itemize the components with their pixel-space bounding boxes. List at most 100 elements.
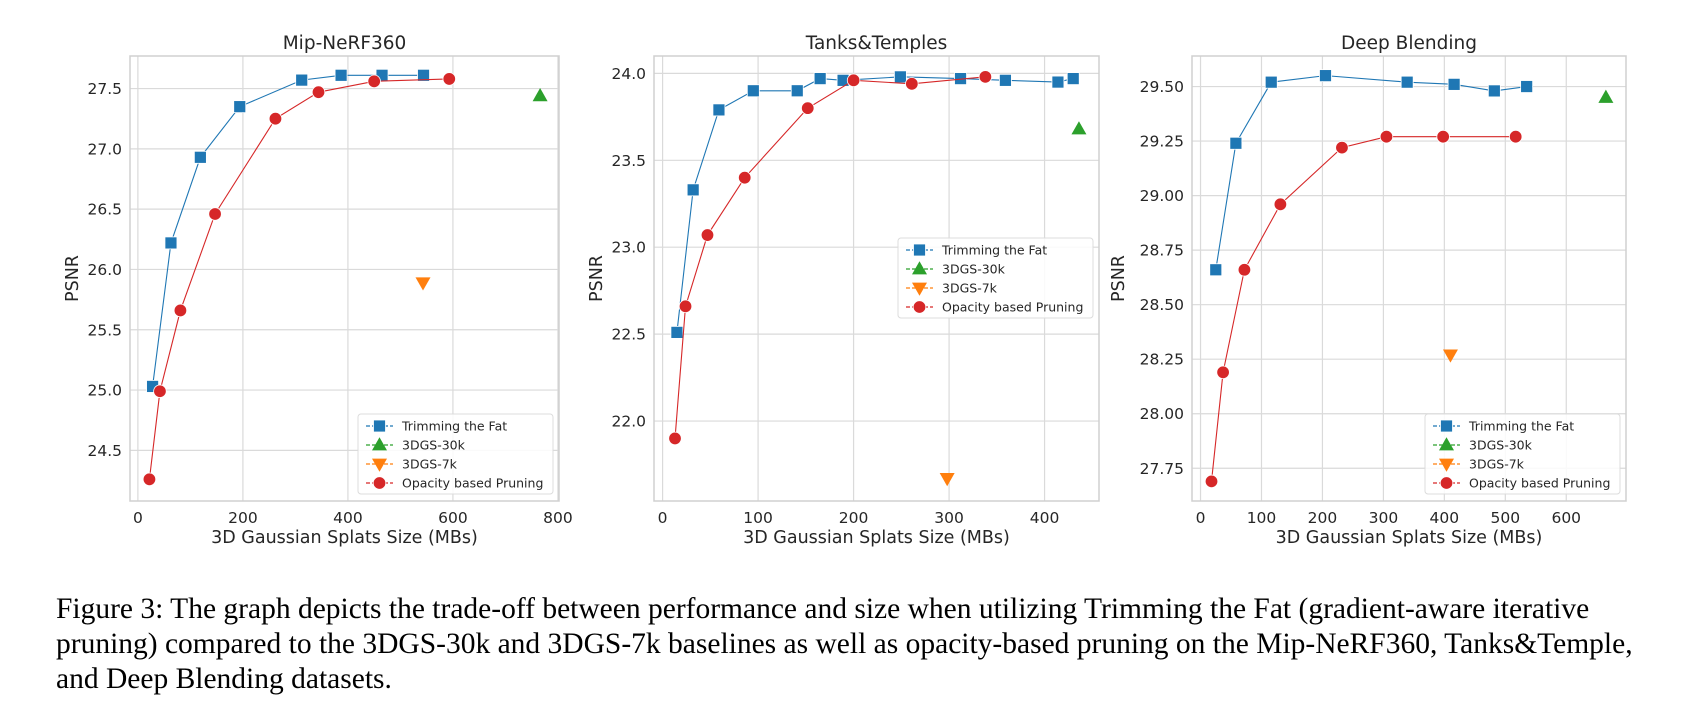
x-tick-label: 0 xyxy=(1196,509,1206,527)
legend-frame xyxy=(1424,413,1621,495)
x-axis-label: 3D Gaussian Splats Size (MBs) xyxy=(1276,528,1543,548)
y-tick-label: 23.0 xyxy=(611,239,646,257)
data-point xyxy=(1209,263,1223,277)
data-point xyxy=(142,472,157,486)
legend-label: 3DGS-30k xyxy=(1469,438,1533,453)
data-point xyxy=(193,150,207,164)
series-line xyxy=(676,76,1074,333)
y-tick-label: 29.25 xyxy=(1140,133,1184,151)
data-point xyxy=(1447,77,1461,91)
legend-label: 3DGS-7k xyxy=(402,457,458,472)
legend-label: 3DGS-7k xyxy=(942,281,998,296)
series-square xyxy=(1209,69,1534,277)
data-point xyxy=(939,473,955,487)
x-tick-label: 300 xyxy=(1369,509,1399,527)
series-line xyxy=(1210,136,1516,482)
y-tick-label: 28.00 xyxy=(1140,405,1184,423)
x-axis-label: 3D Gaussian Splats Size (MBs) xyxy=(211,528,478,548)
data-point xyxy=(813,72,827,85)
data-point xyxy=(686,183,700,197)
y-tick-label: 22.0 xyxy=(611,413,646,431)
x-tick-label: 0 xyxy=(133,509,143,527)
legend-marker-icon xyxy=(912,261,927,275)
series-square xyxy=(670,70,1080,339)
data-point xyxy=(801,101,815,115)
legend-label: Opacity based Pruning xyxy=(1469,476,1610,491)
x-tick-label: 100 xyxy=(1247,509,1277,527)
y-tick-label: 26.5 xyxy=(87,201,122,219)
data-point xyxy=(164,236,178,250)
data-point xyxy=(1066,72,1080,85)
data-point xyxy=(999,73,1012,87)
series-circle xyxy=(668,70,993,446)
series-line xyxy=(148,78,450,480)
data-point xyxy=(738,170,752,185)
chart-1: 0 200 400 600 800 24.5 25.0 25.5 26.0 26.5 27.0 27.… xyxy=(63,33,573,548)
x-tick-label: 300 xyxy=(934,509,964,527)
series-line xyxy=(674,76,986,439)
data-point xyxy=(1319,69,1332,83)
data-point xyxy=(1379,130,1394,144)
y-tick-label: 25.0 xyxy=(87,382,122,400)
y-tick-label: 29.00 xyxy=(1140,187,1184,205)
legend-marker-icon xyxy=(1439,437,1454,451)
data-point xyxy=(442,72,456,86)
y-axis-label: PSNR xyxy=(63,255,83,302)
series-line xyxy=(1215,75,1527,270)
data-point xyxy=(1335,140,1349,155)
y-tick-label: 22.5 xyxy=(611,326,646,344)
x-tick-label: 200 xyxy=(228,509,258,527)
data-point xyxy=(295,73,309,87)
data-point xyxy=(415,277,431,291)
data-point xyxy=(1237,263,1252,277)
data-point xyxy=(1273,197,1288,212)
y-tick-label: 23.5 xyxy=(611,152,646,170)
data-point xyxy=(1051,75,1065,89)
data-point xyxy=(1204,474,1219,489)
data-point xyxy=(1436,130,1450,144)
chart-title: Tanks&Temples xyxy=(805,33,948,54)
legend-marker-icon xyxy=(913,243,926,257)
series-square xyxy=(146,68,430,393)
x-tick-label: 200 xyxy=(839,509,869,527)
legend-marker-icon xyxy=(912,282,927,296)
chart-title: Deep Blending xyxy=(1341,33,1477,54)
legend: Trimming the Fat 3DGS-30k 3DGS-7k Opacity b… xyxy=(357,413,554,495)
x-tick-label: 400 xyxy=(1030,509,1060,527)
y-tick-label: 28.75 xyxy=(1140,242,1184,260)
data-point xyxy=(668,431,682,446)
data-point xyxy=(153,384,167,398)
data-point xyxy=(712,103,726,117)
data-point xyxy=(1229,136,1243,150)
legend-label: 3DGS-30k xyxy=(402,438,466,453)
x-tick-label: 400 xyxy=(1430,509,1460,527)
legend-marker-icon xyxy=(372,458,387,472)
legend-label: Trimming the Fat xyxy=(401,419,507,434)
data-point xyxy=(746,84,760,98)
data-point xyxy=(233,100,247,114)
x-tick-label: 400 xyxy=(333,509,363,527)
data-point xyxy=(1508,130,1523,144)
x-tick-label: 500 xyxy=(1491,509,1521,527)
legend-frame xyxy=(357,413,554,495)
figure-panels: 0 200 400 600 800 24.5 25.0 25.5 26.0 26.5 27.0 27.… xyxy=(63,33,1627,548)
legend-marker-icon xyxy=(372,476,387,490)
series-circle xyxy=(142,72,456,486)
legend-label: Opacity based Pruning xyxy=(942,300,1083,315)
plot-frame xyxy=(1191,55,1627,502)
figure-caption: Figure 3: The graph depicts the trade-of… xyxy=(56,593,1633,695)
data-point xyxy=(532,87,548,102)
legend-label: Opacity based Pruning xyxy=(402,476,543,491)
y-tick-label: 25.5 xyxy=(87,321,122,339)
data-point xyxy=(978,70,993,84)
legend-marker-icon xyxy=(1439,476,1454,490)
series-triangle-up xyxy=(1071,121,1087,135)
plot-frame xyxy=(129,55,560,502)
data-point xyxy=(1598,89,1614,103)
series-triangle-down xyxy=(1442,349,1458,363)
legend-marker-icon xyxy=(1440,419,1453,433)
data-point xyxy=(1216,365,1230,379)
y-tick-label: 27.0 xyxy=(87,140,122,158)
y-tick-label: 27.5 xyxy=(87,80,122,98)
x-tick-label: 600 xyxy=(438,509,468,527)
